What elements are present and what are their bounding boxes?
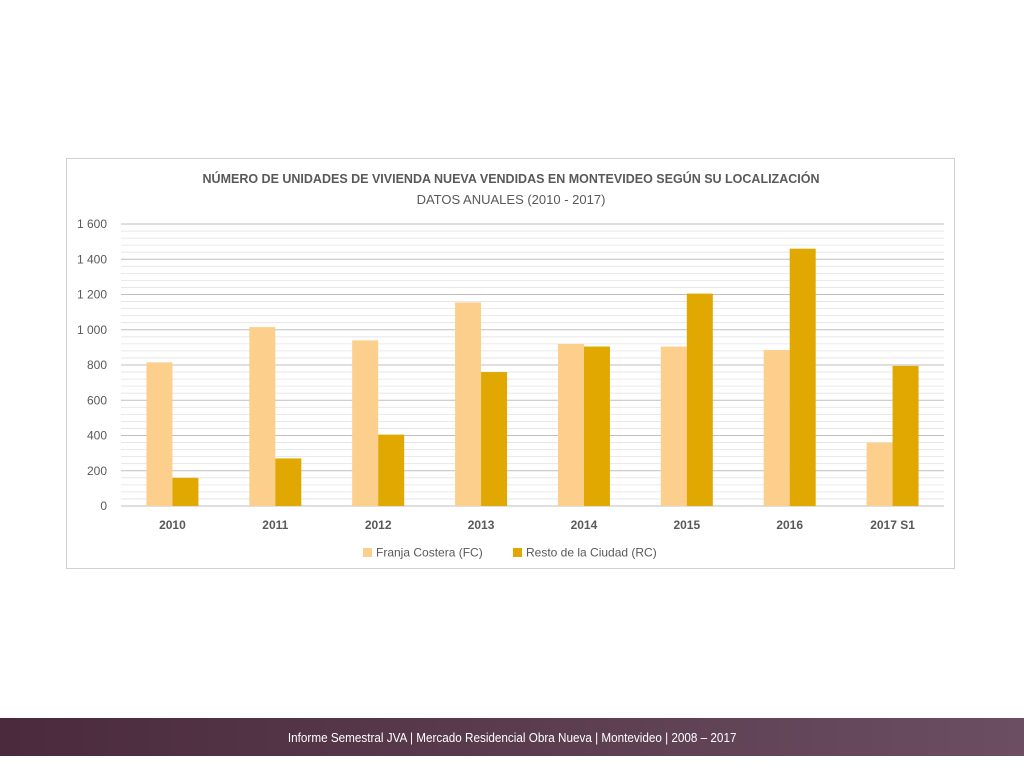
bars: [146, 248, 919, 507]
legend-label-rc: Resto de la Ciudad (RC): [526, 546, 657, 560]
bar-fc-2016: [763, 350, 790, 506]
chart-title: NÚMERO DE UNIDADES DE VIVIENDA NUEVA VEN…: [203, 171, 820, 186]
y-tick-label: 1 000: [77, 323, 107, 337]
x-tick-label: 2010: [159, 518, 186, 532]
legend-swatch-rc: [513, 548, 522, 557]
footer-text: Informe Semestral JVA | Mercado Residenc…: [287, 729, 737, 745]
grid-lines: [121, 223, 944, 507]
bar-rc-2015: [686, 293, 713, 506]
footer-bar: Informe Semestral JVA | Mercado Residenc…: [0, 718, 1024, 756]
bar-rc-2016: [789, 248, 816, 507]
bar-rc-2014: [583, 346, 610, 506]
chart-svg: NÚMERO DE UNIDADES DE VIVIENDA NUEVA VEN…: [77, 171, 944, 560]
y-tick-label: 600: [87, 393, 107, 407]
x-tick-label: 2014: [571, 518, 598, 532]
x-tick-label: 2012: [365, 518, 392, 532]
legend: Franja Costera (FC) Resto de la Ciudad (R…: [363, 546, 657, 560]
y-tick-label: 1 200: [77, 288, 107, 302]
x-tick-label: 2011: [262, 518, 288, 532]
bar-fc-2013: [455, 302, 482, 506]
bar-rc-2011: [275, 458, 302, 506]
bar-rc-2013: [481, 372, 508, 506]
y-axis-tick-labels: 0 200 400 600 800 1 000 1 200 1 400 1 600: [77, 217, 107, 513]
x-tick-label: 2016: [776, 518, 803, 532]
x-axis-tick-labels: 2010 2011 2012 2013 2014 2015 2016 2017 S1: [159, 518, 915, 532]
chart-subtitle: DATOS ANUALES (2010 - 2017): [417, 192, 606, 207]
x-tick-label: 2015: [673, 518, 700, 532]
y-tick-label: 1 400: [77, 252, 107, 266]
bar-fc-2012: [352, 340, 379, 506]
bar-fc-2011: [249, 327, 276, 506]
y-tick-label: 200: [87, 464, 107, 478]
legend-swatch-fc: [363, 548, 372, 557]
bar-rc-2012: [378, 434, 405, 506]
chart-frame: NÚMERO DE UNIDADES DE VIVIENDA NUEVA VEN…: [66, 158, 955, 569]
y-tick-label: 1 600: [77, 217, 107, 231]
bar-fc-2017-s1: [866, 442, 893, 506]
x-tick-label: 2017 S1: [870, 518, 915, 532]
y-tick-label: 0: [100, 499, 107, 513]
x-tick-label: 2013: [468, 518, 495, 532]
y-tick-label: 400: [87, 429, 107, 443]
bar-fc-2015: [660, 346, 687, 506]
y-tick-label: 800: [87, 358, 107, 372]
bar-rc-2017-s1: [892, 365, 919, 506]
bar-fc-2014: [557, 343, 584, 506]
bar-fc-2010: [146, 362, 173, 506]
bar-rc-2010: [172, 477, 199, 506]
legend-label-fc: Franja Costera (FC): [376, 546, 483, 560]
